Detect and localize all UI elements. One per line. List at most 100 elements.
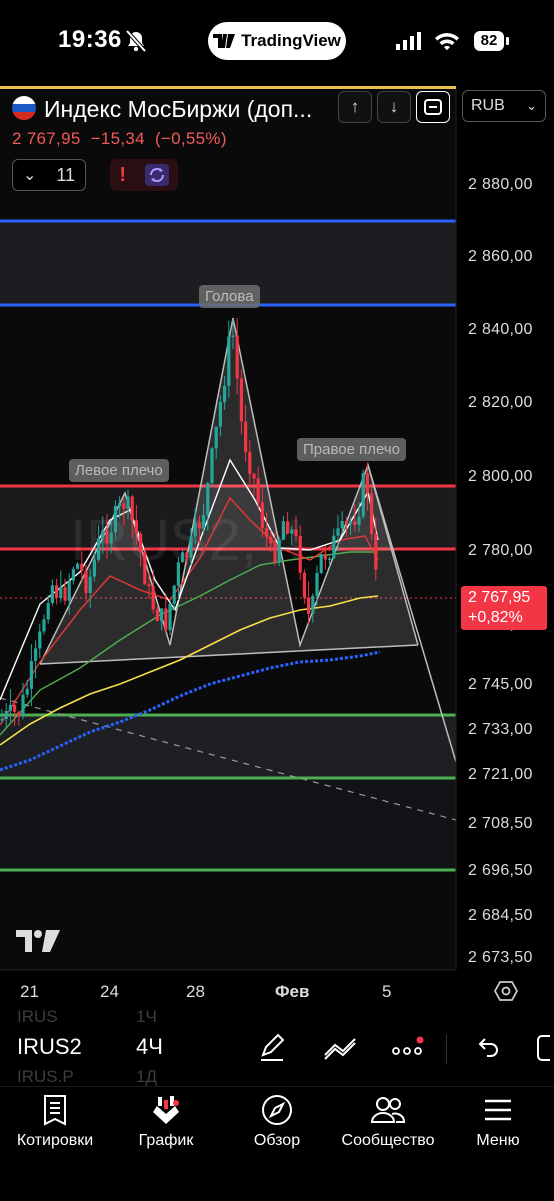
candle-body [277,539,281,563]
candle-body [197,522,201,529]
undo-icon [478,1038,498,1057]
ma-yellow[interactable] [0,595,379,746]
candle-body [206,483,210,515]
current-price-tag: 2 767,95 +0,82% [461,586,547,630]
candle-body [202,514,206,529]
candle-body [63,587,67,601]
tab-community[interactable]: Сообщество [333,1094,443,1150]
symbol-picker[interactable]: IRUS2 [17,1034,82,1059]
candle-body [134,520,138,534]
candle-body [319,554,323,574]
price-change: −15,34 [90,129,145,148]
chart-canvas[interactable]: IRUS2, 4 [0,86,554,1012]
interval-picker-next[interactable]: 1Д [136,1067,157,1086]
pen-icon [261,1033,285,1061]
tradingview-pill[interactable]: TradingView [208,22,346,60]
left-shoulder-label[interactable]: Левое плечо [69,459,169,482]
interval-picker-prev[interactable]: 1Ч [136,1007,157,1026]
candle-body [193,522,197,537]
candle-body [214,426,218,449]
scroll-up-button[interactable]: ↑ [338,91,372,123]
tab-menu-label: Меню [476,1132,520,1149]
tab-quotes-label: Котировки [16,1132,94,1149]
candle-body [29,661,33,689]
candle-body [34,648,38,662]
candle-body [340,520,344,529]
chart-settings-icon[interactable] [494,980,518,1002]
tab-overview[interactable]: Обзор [222,1094,332,1150]
candle-body [239,378,243,422]
warning-icon: ! [119,163,126,186]
candle-body [357,516,361,525]
alert-status-box[interactable]: ! [110,159,178,191]
candle-body [349,521,353,524]
candle-body [281,521,285,540]
candlestick-series[interactable] [0,318,378,729]
right-shoulder-label[interactable]: Правое плечо [297,438,406,461]
battery-indicator: 82 [474,31,504,51]
range-zone [0,486,456,549]
candle-body [168,603,172,631]
indicators-button[interactable] [320,1028,360,1068]
russia-flag-icon [12,96,36,120]
redo-button[interactable] [530,1028,554,1068]
tab-chart[interactable]: График [111,1094,221,1150]
price-axis-label: 2 708,50 [468,815,533,832]
candle-body [84,570,88,593]
quotes-icon [44,1095,66,1126]
symbol-title[interactable]: Индекс МосБиржи (доп... [44,96,313,122]
tab-chart-label: График [138,1132,194,1149]
candle-body [176,562,180,586]
head-shoulders-pattern[interactable] [40,318,418,664]
candle-body [97,538,101,560]
candle-body [286,521,290,534]
candle-body [374,534,378,570]
candle-body [273,543,277,563]
lower-zone [0,778,456,870]
bracket-icon [537,1035,550,1061]
tab-menu[interactable]: Меню [443,1094,553,1150]
head-label[interactable]: Голова [199,285,260,308]
candle-body [71,568,75,581]
chevron-down-icon: ⌄ [526,98,537,113]
price-axis-label: 2 673,50 [468,949,533,966]
scroll-down-button[interactable]: ↓ [377,91,411,123]
fullscreen-button[interactable] [416,91,450,123]
time-axis-label: Фев [275,982,310,1001]
indicators-toggle-button[interactable]: ⌄ 11 [12,159,86,191]
ma-blue-200[interactable] [0,650,381,772]
drawing-tools-button[interactable] [252,1028,292,1068]
currency-select[interactable]: RUB ⌄ [462,90,546,122]
ma-white[interactable] [0,458,379,701]
projection-line[interactable] [367,464,457,763]
candle-body [328,558,332,560]
price-axis-label: 2 745,00 [468,676,533,693]
more-dots-icon [392,1036,424,1055]
candle-body [105,530,109,544]
candle-body [227,336,231,386]
candle-body [210,448,214,484]
neckline[interactable] [39,644,419,665]
candle-body [315,573,319,597]
cellular-signal-icon [396,32,421,50]
price-axis-label: 2 780,00 [468,542,533,559]
chevron-down-icon: ⌄ [22,167,37,184]
arrow-up-icon: ↑ [350,97,360,116]
symbol-picker-next[interactable]: IRUS.P [17,1067,74,1086]
candle-body [17,711,21,717]
candle-body [290,529,294,534]
more-options-button[interactable] [387,1028,427,1068]
candle-body [181,552,185,563]
interval-picker[interactable]: 4Ч [136,1034,163,1059]
undo-button[interactable] [466,1028,506,1068]
price-axis-label: 2 696,50 [468,862,533,879]
symbol-picker-prev[interactable]: IRUS [17,1007,58,1026]
candle-body [67,580,71,601]
candle-body [244,421,248,452]
indicators-icon [324,1038,356,1060]
bottom-toolbar [0,1012,554,1084]
time-axis-label: 21 [20,982,39,1001]
candle-body [231,335,235,337]
tab-quotes[interactable]: Котировки [0,1094,110,1150]
candle-body [365,473,369,494]
